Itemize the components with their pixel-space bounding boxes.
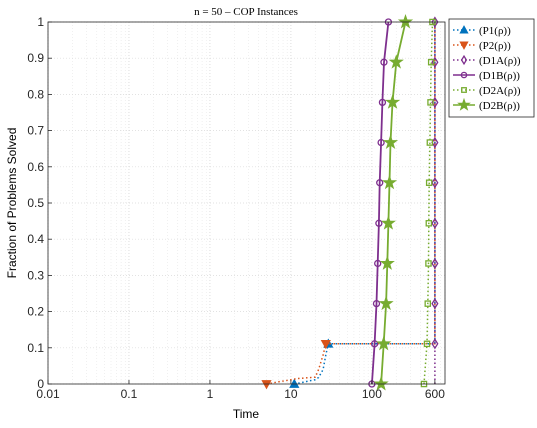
- data-point-marker: [397, 13, 414, 29]
- data-point-marker: [427, 58, 435, 66]
- y-tick-label: 0.7: [27, 124, 44, 138]
- data-point-marker: [379, 255, 395, 270]
- data-point-marker: [423, 340, 431, 348]
- grid: [47, 21, 446, 385]
- data-point-marker: [424, 300, 432, 307]
- y-tick-label: 0: [37, 377, 44, 391]
- y-axis-label: Fraction of Problems Solved: [5, 128, 19, 279]
- data-point-marker: [376, 335, 392, 351]
- data-point-marker: [425, 260, 432, 267]
- series-6: [373, 13, 414, 391]
- data-point-marker: [380, 215, 396, 230]
- legend: (P1(ρ)) (P2(ρ)) (D1A(ρ)) (D1B(ρ)) (D2A(ρ)) (D…: [448, 18, 535, 118]
- data-point-marker: [378, 295, 394, 311]
- data-point-marker: [431, 177, 439, 189]
- legend-label: (D1B(ρ)): [479, 70, 520, 82]
- series-layer: [261, 13, 439, 391]
- data-point-marker: [370, 340, 379, 348]
- y-tick-label: 0.4: [27, 232, 44, 246]
- legend-swatch-marker: [460, 54, 468, 66]
- series-line: [423, 21, 434, 385]
- legend-swatch-marker: [457, 97, 471, 111]
- data-point-marker: [374, 259, 382, 268]
- x-tick-label: 600: [425, 387, 445, 401]
- series-5: [420, 18, 436, 388]
- y-tick-label: 0.9: [27, 51, 44, 65]
- axis-ticks: 0.01 0.1 1 10 100 600 0 0.1 0.2 0.3 0.4 0.5 0.6 0.7 0.…: [27, 15, 445, 401]
- series-line: [294, 22, 436, 385]
- data-point-marker: [376, 179, 384, 187]
- series-line: [380, 21, 407, 385]
- y-tick-label: 0.6: [27, 160, 44, 174]
- x-tick-label: 1: [207, 387, 214, 401]
- y-tick-label: 0.1: [27, 341, 44, 355]
- data-point-marker: [431, 217, 439, 229]
- legend-item: (D1B(ρ)): [453, 70, 520, 82]
- legend-swatch-marker: [459, 41, 469, 50]
- y-tick-label: 0.3: [27, 268, 44, 282]
- legend-swatch-marker: [461, 87, 467, 93]
- series-line: [371, 21, 390, 385]
- data-point-marker: [427, 99, 434, 106]
- legend-label: (P2(ρ)): [479, 40, 511, 52]
- data-point-marker: [375, 219, 383, 227]
- x-axis-label: Time: [233, 407, 260, 421]
- data-point-marker: [431, 16, 439, 28]
- data-point-marker: [380, 58, 388, 66]
- data-point-marker: [431, 338, 439, 350]
- legend-item: (D2A(ρ)): [453, 85, 521, 97]
- x-tick-label: 0.1: [121, 387, 138, 401]
- data-point-marker: [320, 339, 331, 350]
- x-tick-label: 0.01: [36, 387, 60, 401]
- y-tick-label: 0.5: [27, 196, 44, 210]
- y-tick-label: 0.2: [27, 305, 44, 319]
- y-tick-label: 0.8: [27, 87, 44, 101]
- legend-item: (P1(ρ)): [453, 25, 511, 37]
- legend-label: (D2B(ρ)): [479, 100, 520, 112]
- chart-title: n = 50 – COP Instances: [194, 6, 298, 18]
- y-tick-label: 1: [37, 15, 44, 29]
- legend-label: (D2A(ρ)): [479, 85, 521, 97]
- legend-swatch-marker: [460, 71, 468, 79]
- legend-item: (D2B(ρ)): [453, 97, 520, 112]
- x-tick-label: 100: [362, 387, 382, 401]
- data-point-marker: [377, 138, 385, 147]
- data-point-marker: [381, 174, 398, 190]
- data-point-marker: [431, 257, 439, 270]
- legend-item: (P2(ρ)): [453, 40, 511, 52]
- series-line: [266, 22, 436, 385]
- data-point-marker: [425, 179, 433, 186]
- legend-swatch-marker: [459, 25, 469, 34]
- data-point-marker: [426, 139, 434, 146]
- data-point-marker: [373, 375, 389, 391]
- data-point-marker: [431, 297, 439, 310]
- data-point-marker: [384, 94, 401, 109]
- legend-label: (D1A(ρ)): [479, 55, 521, 67]
- data-point-marker: [388, 54, 404, 69]
- legend-item: (D1A(ρ)): [453, 54, 521, 67]
- x-tick-label: 10: [284, 387, 298, 401]
- data-point-marker: [431, 56, 439, 68]
- data-point-marker: [382, 134, 399, 150]
- data-point-marker: [378, 98, 387, 107]
- data-point-marker: [425, 220, 433, 227]
- data-point-marker: [372, 299, 381, 308]
- legend-label: (P1(ρ)): [479, 25, 511, 37]
